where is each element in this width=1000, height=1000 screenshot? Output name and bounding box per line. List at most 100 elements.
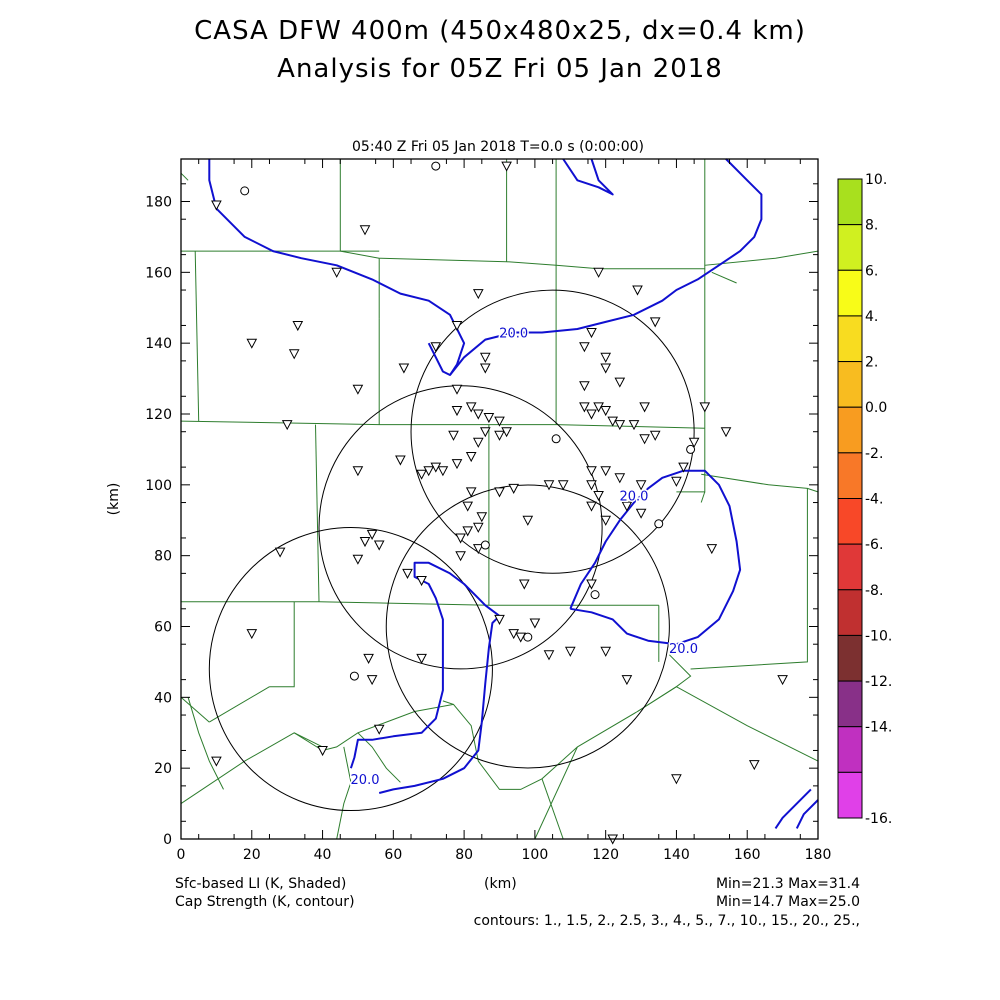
station-triangle-marker	[494, 430, 505, 441]
x-tick-label: 120	[592, 847, 619, 863]
colorbar-swatch	[837, 589, 863, 636]
colorbar-label: 4.	[865, 309, 878, 325]
colorbar-swatch	[837, 771, 863, 819]
station-triangle-marker	[292, 321, 304, 332]
station-triangle-marker	[448, 430, 459, 441]
shaded-field-label: Sfc-based LI (K, Shaded)	[175, 876, 347, 892]
colorbar-label: 2.	[865, 355, 878, 371]
station-triangle-marker	[699, 402, 711, 413]
station-triangle-marker	[671, 476, 682, 487]
county-line	[701, 473, 819, 493]
county-line	[379, 250, 819, 270]
station-triangle-marker	[600, 466, 612, 477]
station-triangle-marker	[211, 200, 222, 211]
station-triangle-marker	[600, 352, 612, 363]
county-line	[315, 424, 320, 602]
x-axis-label: (km)	[484, 876, 517, 892]
colorbar-swatch	[837, 315, 863, 363]
station-triangle-marker	[462, 526, 474, 537]
station-triangle-marker	[671, 774, 682, 785]
station-circle-marker	[686, 444, 696, 454]
contour-label: 20.0	[620, 489, 649, 504]
station-triangle-marker	[586, 480, 597, 491]
station-circle-marker	[523, 632, 533, 642]
colorbar-label: 10.	[865, 172, 887, 188]
station-triangle-marker	[614, 377, 626, 388]
shaded-min-max: Min=21.3 Max=31.4	[715, 876, 860, 892]
station-markers	[211, 161, 788, 845]
x-tick-label: 0	[177, 847, 186, 863]
station-triangle-marker	[635, 480, 647, 491]
contour-line-20	[562, 158, 614, 196]
contour-field-label: Cap Strength (K, contour)	[175, 894, 355, 910]
station-triangle-marker	[600, 646, 612, 657]
station-triangle-marker	[281, 420, 293, 431]
county-line	[269, 601, 295, 688]
colorbar-label: -8.	[865, 583, 883, 599]
station-triangle-marker	[366, 529, 378, 540]
colorbar-label: -2.	[865, 446, 883, 462]
county-line	[340, 250, 380, 259]
contour-levels: contours: 1., 1.5, 2., 2.5, 3., 4., 5., …	[473, 913, 860, 929]
station-triangle-marker	[373, 540, 385, 551]
radar-ring	[385, 484, 670, 769]
station-triangle-marker	[373, 724, 385, 735]
station-triangle-marker	[639, 402, 650, 413]
station-triangle-marker	[614, 473, 626, 484]
colorbar-label: 8.	[865, 218, 878, 234]
county-line	[180, 696, 210, 723]
station-triangle-marker	[465, 487, 477, 498]
page-subtitle: Analysis for 05Z Fri 05 Jan 2018	[277, 54, 723, 84]
y-tick-label: 140	[145, 336, 172, 352]
station-triangle-marker	[639, 434, 650, 445]
plot-frame	[180, 158, 819, 840]
colorbar-swatch	[837, 543, 863, 591]
x-tick-label: 40	[314, 847, 332, 863]
y-tick-label: 80	[154, 549, 172, 565]
station-triangle-marker	[274, 547, 286, 558]
station-triangle-marker	[777, 675, 788, 686]
county-line	[180, 420, 705, 429]
station-triangle-marker	[352, 466, 364, 477]
station-triangle-marker	[579, 342, 590, 353]
station-triangle-marker	[579, 381, 590, 392]
station-triangle-marker	[501, 427, 512, 438]
county-line	[194, 251, 200, 422]
county-line	[293, 703, 454, 752]
station-triangle-marker	[494, 416, 505, 427]
station-triangle-marker	[451, 384, 463, 395]
station-triangle-marker	[579, 402, 590, 413]
station-circle-marker	[349, 671, 359, 681]
y-tick-label: 120	[145, 407, 172, 423]
colorbar-label: -12.	[865, 674, 892, 690]
contour-line-20	[449, 158, 763, 376]
county-line	[676, 428, 706, 493]
colorbar-label: 6.	[865, 263, 878, 279]
station-triangle-marker	[494, 614, 505, 625]
station-triangle-marker	[317, 746, 328, 757]
x-tick-label: 60	[384, 847, 402, 863]
station-triangle-marker	[352, 384, 364, 395]
county-line	[637, 686, 819, 762]
station-triangle-marker	[451, 321, 463, 332]
station-triangle-marker	[508, 629, 520, 640]
station-triangle-marker	[455, 533, 466, 544]
colorbar-swatch	[837, 224, 863, 271]
station-triangle-marker	[586, 579, 597, 590]
station-triangle-marker	[363, 653, 374, 664]
contour-line-20	[569, 469, 742, 646]
axes: 0 20 40 60 80 100 120 140 160 180 0 20 40 60 80 100 120 1…	[145, 159, 831, 863]
station-triangle-marker	[472, 544, 484, 555]
colorbar-label: -4.	[865, 492, 883, 508]
station-triangle-marker	[472, 522, 484, 533]
colorbar-label: -10.	[865, 628, 892, 644]
station-triangle-marker	[593, 402, 604, 413]
station-triangle-marker	[451, 406, 463, 417]
y-tick-label: 0	[163, 832, 172, 848]
contour-label: 20.0	[499, 327, 528, 342]
station-triangle-marker	[564, 646, 576, 657]
x-tick-label: 160	[734, 847, 761, 863]
county-line	[336, 746, 352, 840]
county-line	[700, 491, 706, 503]
colorbar-swatch	[837, 680, 863, 728]
